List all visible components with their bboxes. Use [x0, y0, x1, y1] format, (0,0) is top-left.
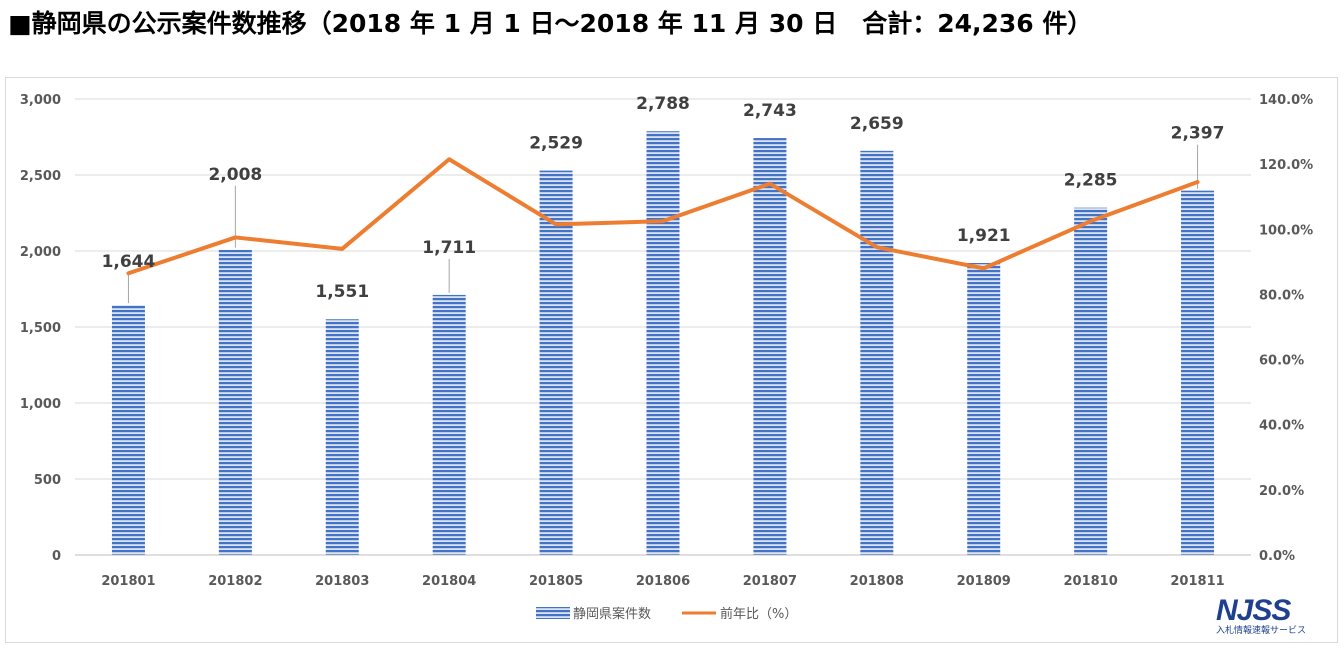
logo-subtext: 入札情報速報サービス — [1216, 624, 1306, 636]
x-tick-label: 201801 — [101, 574, 155, 589]
left-tick-label: 2,000 — [20, 245, 61, 260]
line-series-path — [126, 157, 1200, 276]
bar — [1181, 190, 1215, 555]
bar-value-label: 1,711 — [422, 238, 476, 258]
left-tick-label: 1,000 — [20, 397, 61, 412]
x-tick-label: 201805 — [529, 574, 583, 589]
x-tick-label: 201807 — [743, 574, 797, 589]
page-title: ■静岡県の公示案件数推移（2018 年 1 月 1 日～2018 年 11 月 … — [8, 9, 1093, 38]
left-tick-label: 2,500 — [20, 169, 61, 184]
left-tick-label: 0 — [52, 549, 61, 564]
bar — [967, 263, 1001, 555]
bar — [1074, 207, 1108, 555]
right-tick-label: 60.0% — [1259, 354, 1304, 369]
x-tick-label: 201804 — [422, 574, 476, 589]
bar-value-label: 1,644 — [102, 252, 156, 272]
right-tick-label: 100.0% — [1259, 223, 1313, 238]
left-tick-label: 500 — [34, 473, 61, 488]
right-tick-label: 40.0% — [1259, 419, 1304, 434]
x-tick-label: 201808 — [850, 574, 904, 589]
chart: 0 500 1,000 1,500 2,000 2,500 3,000 0.0% 20.0% 4… — [20, 93, 1313, 622]
right-tick-label: 120.0% — [1259, 158, 1313, 173]
right-tick-label: 20.0% — [1259, 484, 1304, 499]
bar-value-label: 2,285 — [1064, 171, 1118, 191]
right-tick-label: 0.0% — [1259, 549, 1295, 564]
bar — [860, 150, 894, 555]
data-labels: 1,644 2,008 1,551 1,711 2,529 2,788 2,743 2,659… — [102, 94, 1225, 302]
x-tick-label: 201802 — [208, 574, 262, 589]
bar-value-label: 1,551 — [315, 282, 369, 302]
bar — [325, 319, 359, 555]
bar — [539, 170, 573, 555]
chart-frame: 0 500 1,000 1,500 2,000 2,500 3,000 0.0% 20.0% 4… — [5, 77, 1338, 643]
right-tick-label: 80.0% — [1259, 288, 1304, 303]
bar-value-label: 2,008 — [208, 165, 262, 185]
x-tick-label: 201809 — [957, 574, 1011, 589]
right-axis: 0.0% 20.0% 40.0% 60.0% 80.0% 100.0% 120.0% 140.… — [1259, 93, 1313, 564]
bar-value-label: 2,659 — [850, 114, 904, 134]
line-series — [126, 157, 1200, 276]
bar-value-label: 2,529 — [529, 134, 583, 154]
bar — [218, 249, 252, 555]
left-tick-label: 1,500 — [20, 321, 61, 336]
bar-value-label: 2,397 — [1171, 124, 1225, 144]
bar — [432, 294, 466, 555]
bar — [646, 131, 680, 555]
x-tick-label: 201806 — [636, 574, 690, 589]
bar-value-label: 2,743 — [743, 101, 797, 121]
bar-value-label: 1,921 — [957, 226, 1011, 246]
legend-swatch-bar — [536, 607, 570, 619]
right-tick-label: 140.0% — [1259, 93, 1313, 108]
left-axis: 0 500 1,000 1,500 2,000 2,500 3,000 — [20, 93, 61, 564]
njss-logo: NJSS 入札情報速報サービス — [1212, 590, 1332, 638]
legend-label-line: 前年比（%） — [720, 606, 797, 622]
bar — [753, 138, 787, 555]
bar — [111, 305, 145, 555]
x-tick-label: 201803 — [315, 574, 369, 589]
x-tick-label: 201810 — [1063, 574, 1117, 589]
bar-series — [111, 131, 1215, 555]
x-axis: 201801 201802 201803 201804 201805 201806 2018… — [75, 554, 1251, 589]
x-tick-label: 201811 — [1170, 574, 1224, 589]
logo-mark: NJSS — [1216, 594, 1291, 627]
bar-value-label: 2,788 — [636, 94, 690, 114]
legend-label-bar: 静岡県案件数 — [573, 607, 651, 622]
legend: 静岡県案件数 前年比（%） — [536, 606, 797, 622]
left-tick-label: 3,000 — [20, 93, 61, 108]
